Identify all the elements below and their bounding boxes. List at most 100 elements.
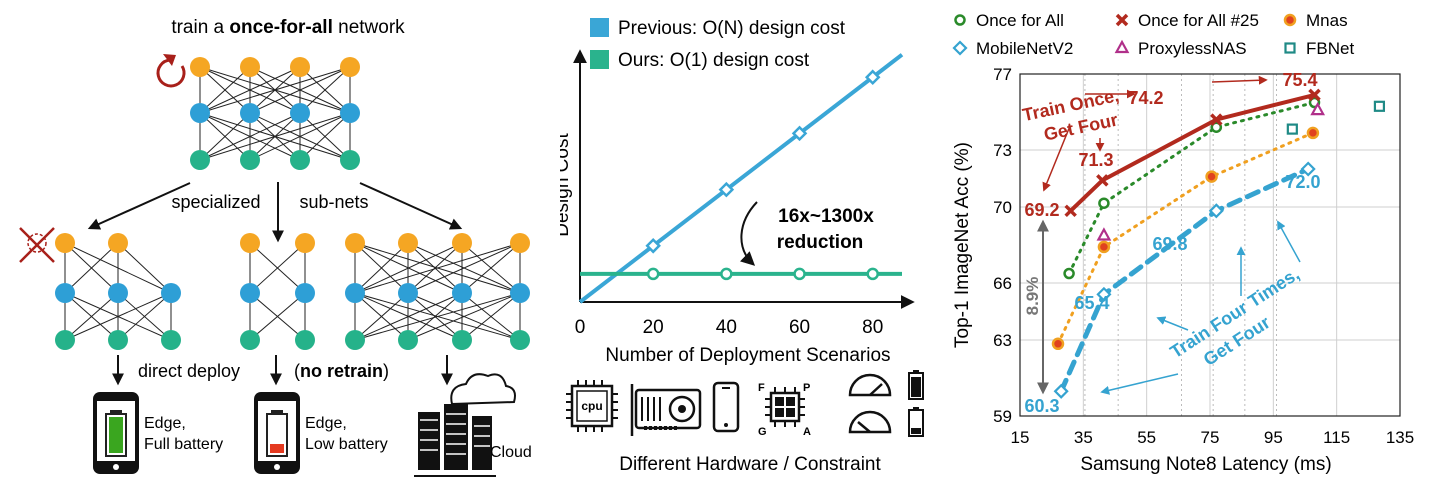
y-axis-label: Design Cost — [560, 133, 573, 237]
data-point — [1096, 227, 1112, 241]
no-retrain-label: (no retrain) — [294, 361, 389, 381]
data-point — [1205, 170, 1218, 183]
edge-low-line1: Edge, — [305, 415, 347, 432]
y-tick-label: 70 — [993, 198, 1012, 217]
data-point — [1097, 240, 1111, 254]
net-node — [340, 57, 360, 77]
net-edge — [249, 292, 306, 341]
accuracy-latency-chart: Once for All Once for All #25 Mnas MobileNe… — [952, 11, 1414, 475]
marker-ours — [866, 267, 879, 281]
net-edge — [199, 66, 251, 114]
net-edge — [299, 66, 351, 114]
subnets-label: sub-nets — [299, 192, 368, 212]
legend-swatch-ours — [590, 50, 609, 69]
axes: 15 35 55 75 95 115 135 59 63 66 70 73 77 Samsung Note… — [952, 65, 1414, 475]
net-edge — [354, 292, 463, 341]
legend-marker — [952, 40, 968, 56]
marker-previous — [864, 69, 881, 85]
data-point — [1210, 121, 1223, 133]
x-tick-label: 80 — [862, 317, 883, 338]
data-point — [1208, 203, 1224, 219]
x-tick-label: 95 — [1264, 428, 1283, 447]
svg-text:A: A — [803, 426, 811, 438]
net-node — [345, 283, 365, 303]
y-tick-label: 59 — [993, 407, 1012, 426]
data-point — [1096, 174, 1109, 187]
data-point — [1063, 267, 1075, 280]
net-node — [55, 233, 75, 253]
net-edge — [199, 112, 251, 161]
net-node — [452, 330, 472, 350]
x-tick-label: 15 — [1011, 428, 1030, 447]
net-edge — [249, 242, 306, 294]
series-line — [1067, 101, 1316, 275]
cpu-icon: cpu — [566, 380, 618, 432]
ofa-main-network — [190, 57, 360, 170]
net-edge — [199, 66, 351, 114]
chart-legend: Once for All Once for All #25 Mnas MobileNe… — [952, 11, 1354, 58]
mbv2-value-label: 72.0 — [1285, 172, 1320, 192]
edge-full-line1: Edge, — [144, 415, 186, 432]
latency-gauge-icon — [848, 373, 892, 434]
net-node — [290, 57, 310, 77]
legend-previous: Previous: O(N) design cost — [618, 18, 846, 39]
net-edge — [461, 242, 521, 294]
net-node — [55, 330, 75, 350]
direct-deploy-label: direct deploy — [138, 361, 240, 381]
net-edge — [354, 242, 463, 294]
legend-label: Mnas — [1306, 11, 1348, 30]
reduction-line2: reduction — [777, 232, 864, 253]
net-node — [340, 103, 360, 123]
x-tick-label: 40 — [716, 317, 737, 338]
x-axis-label: Number of Deployment Scenarios — [605, 345, 890, 366]
data-point — [1051, 337, 1065, 351]
marker-previous — [791, 125, 808, 142]
legend-label: ProxylessNAS — [1138, 39, 1247, 58]
net-node — [240, 330, 260, 350]
data-point — [1210, 113, 1223, 126]
net-edge — [64, 292, 172, 341]
crossed-node-icon — [19, 227, 55, 263]
cloud-label: Cloud — [490, 444, 532, 461]
y-tick-label: 77 — [993, 65, 1012, 84]
net-node — [240, 283, 260, 303]
design-cost-panel: Previous: O(N) design cost Ours: O(1) de… — [560, 0, 940, 486]
y-axis-label: Top-1 ImageNet Acc (%) — [952, 142, 973, 348]
mbv2-value-label: 60.3 — [1024, 396, 1059, 416]
net-edge — [249, 66, 351, 114]
net-node — [398, 330, 418, 350]
legend-marker — [954, 14, 966, 26]
mbv2-value-label: 65.4 — [1074, 293, 1109, 313]
net-node — [55, 283, 75, 303]
rotate-arrow-icon — [156, 54, 186, 88]
net-edge — [407, 242, 463, 294]
data-point — [1300, 161, 1316, 177]
legend-label: FBNet — [1306, 39, 1354, 58]
net-node — [108, 233, 128, 253]
x-tick-labels: 0 20 40 60 80 — [575, 317, 884, 338]
net-node — [510, 330, 530, 350]
net-edge — [354, 242, 409, 294]
plot-frame — [1019, 73, 1401, 417]
net-edge — [407, 292, 521, 341]
ofa-value-label: 71.3 — [1078, 150, 1113, 170]
net-edge — [461, 292, 521, 341]
net-node — [295, 233, 315, 253]
x-tick-label: 75 — [1201, 428, 1220, 447]
series-line — [1058, 166, 1311, 394]
data-point — [1373, 100, 1386, 112]
net-edge — [354, 242, 521, 294]
net-node — [108, 330, 128, 350]
net-node — [190, 150, 210, 170]
specialize-arrows — [87, 182, 463, 243]
subnet-edge-low — [240, 233, 315, 350]
subnet-cloud — [345, 233, 530, 350]
gpu-card-icon — [630, 384, 702, 436]
net-node — [398, 233, 418, 253]
x-tick-label: 60 — [789, 317, 810, 338]
net-node — [398, 283, 418, 303]
net-node — [510, 233, 530, 253]
svg-text:F: F — [758, 382, 765, 394]
x-tick-label: 20 — [643, 317, 664, 338]
marker-previous — [645, 238, 661, 254]
